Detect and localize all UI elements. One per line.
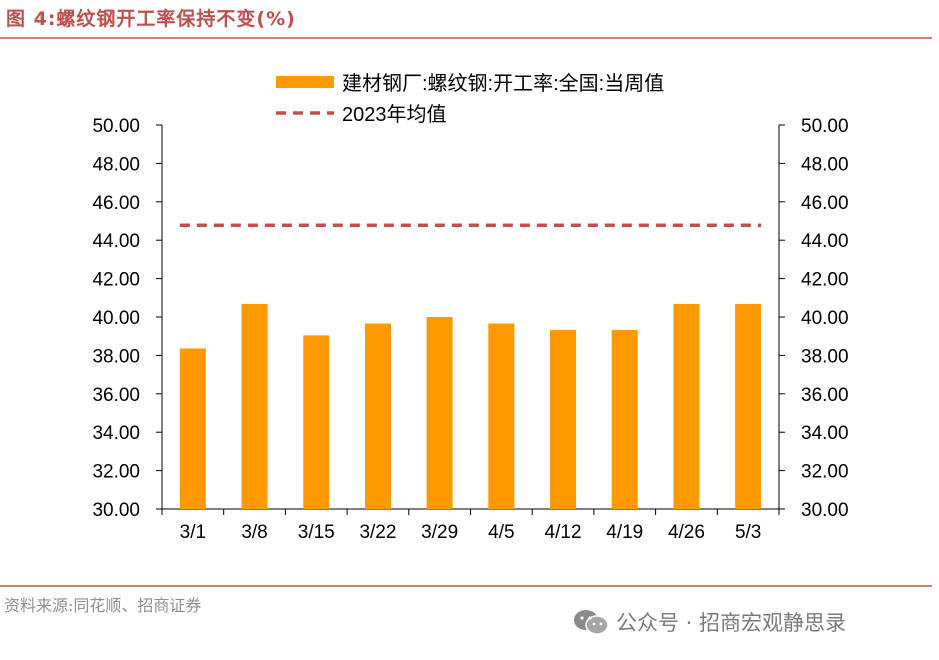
x-tick-label: 4/12 bbox=[545, 522, 582, 543]
left-y-tick-label: 42.00 bbox=[92, 270, 140, 291]
left-y-tick-label: 38.00 bbox=[92, 346, 140, 367]
x-tick-label: 3/1 bbox=[180, 522, 206, 543]
bar bbox=[241, 303, 268, 509]
x-tick-label: 4/19 bbox=[606, 522, 643, 543]
chart-title: 图 4:螺纹钢开工率保持不变(%) bbox=[6, 8, 296, 30]
right-y-tick-label: 40.00 bbox=[801, 308, 849, 329]
left-y-tick-label: 48.00 bbox=[92, 154, 140, 175]
bar bbox=[303, 335, 330, 509]
left-y-tick-label: 30.00 bbox=[92, 500, 140, 521]
bar bbox=[426, 317, 453, 509]
x-tick-label: 3/29 bbox=[421, 522, 458, 543]
footer-divider bbox=[0, 585, 932, 587]
legend-label-line: 2023年均值 bbox=[342, 103, 447, 126]
axes: 30.00 30.00 32.00 32.00 34.00 34.00 36.00 36.00… bbox=[92, 116, 848, 543]
x-tick-label: 3/8 bbox=[241, 522, 267, 543]
x-tick-label: 3/22 bbox=[359, 522, 396, 543]
x-tick-label: 5/3 bbox=[735, 522, 761, 543]
title-divider bbox=[0, 37, 932, 39]
x-tick-label: 4/26 bbox=[668, 522, 705, 543]
x-tick-label: 3/15 bbox=[298, 522, 335, 543]
bar bbox=[735, 303, 762, 509]
left-y-tick-label: 44.00 bbox=[92, 231, 140, 252]
x-tick-label: 4/5 bbox=[488, 522, 514, 543]
bar bbox=[611, 330, 638, 509]
bar bbox=[179, 348, 206, 509]
bar bbox=[550, 330, 577, 509]
legend-label-bar: 建材钢厂:螺纹钢:开工率:全国:当周值 bbox=[342, 72, 664, 95]
left-y-tick-label: 46.00 bbox=[92, 193, 140, 214]
right-y-tick-label: 32.00 bbox=[801, 462, 849, 483]
source-note: 资料来源:同花顺、招商证券 bbox=[4, 596, 202, 615]
right-y-tick-label: 36.00 bbox=[801, 385, 849, 406]
right-y-tick-label: 44.00 bbox=[801, 231, 849, 252]
left-y-tick-label: 34.00 bbox=[92, 423, 140, 444]
right-y-tick-label: 34.00 bbox=[801, 423, 849, 444]
left-y-tick-label: 50.00 bbox=[92, 116, 140, 137]
watermark-text: 公众号 · 招商宏观静思录 bbox=[616, 611, 847, 635]
left-y-tick-label: 36.00 bbox=[92, 385, 140, 406]
watermark: 公众号 · 招商宏观静思录 bbox=[572, 606, 846, 638]
bars bbox=[179, 303, 762, 509]
bar bbox=[488, 323, 515, 509]
right-y-tick-label: 42.00 bbox=[801, 270, 849, 291]
right-y-tick-label: 30.00 bbox=[801, 500, 849, 521]
left-y-tick-label: 40.00 bbox=[92, 308, 140, 329]
legend-swatch-bar bbox=[276, 76, 334, 88]
left-y-tick-label: 32.00 bbox=[92, 462, 140, 483]
wechat-icon bbox=[574, 610, 609, 635]
right-y-tick-label: 38.00 bbox=[801, 346, 849, 367]
right-y-tick-label: 48.00 bbox=[801, 154, 849, 175]
bar bbox=[364, 323, 391, 509]
bar bbox=[673, 303, 700, 509]
legend: 建材钢厂:螺纹钢:开工率:全国:当周值 2023年均值 bbox=[276, 72, 664, 126]
chart: 建材钢厂:螺纹钢:开工率:全国:当周值 2023年均值 30.00 30.00 32… bbox=[92, 72, 848, 543]
right-y-tick-label: 46.00 bbox=[801, 193, 849, 214]
right-y-tick-label: 50.00 bbox=[801, 116, 849, 137]
